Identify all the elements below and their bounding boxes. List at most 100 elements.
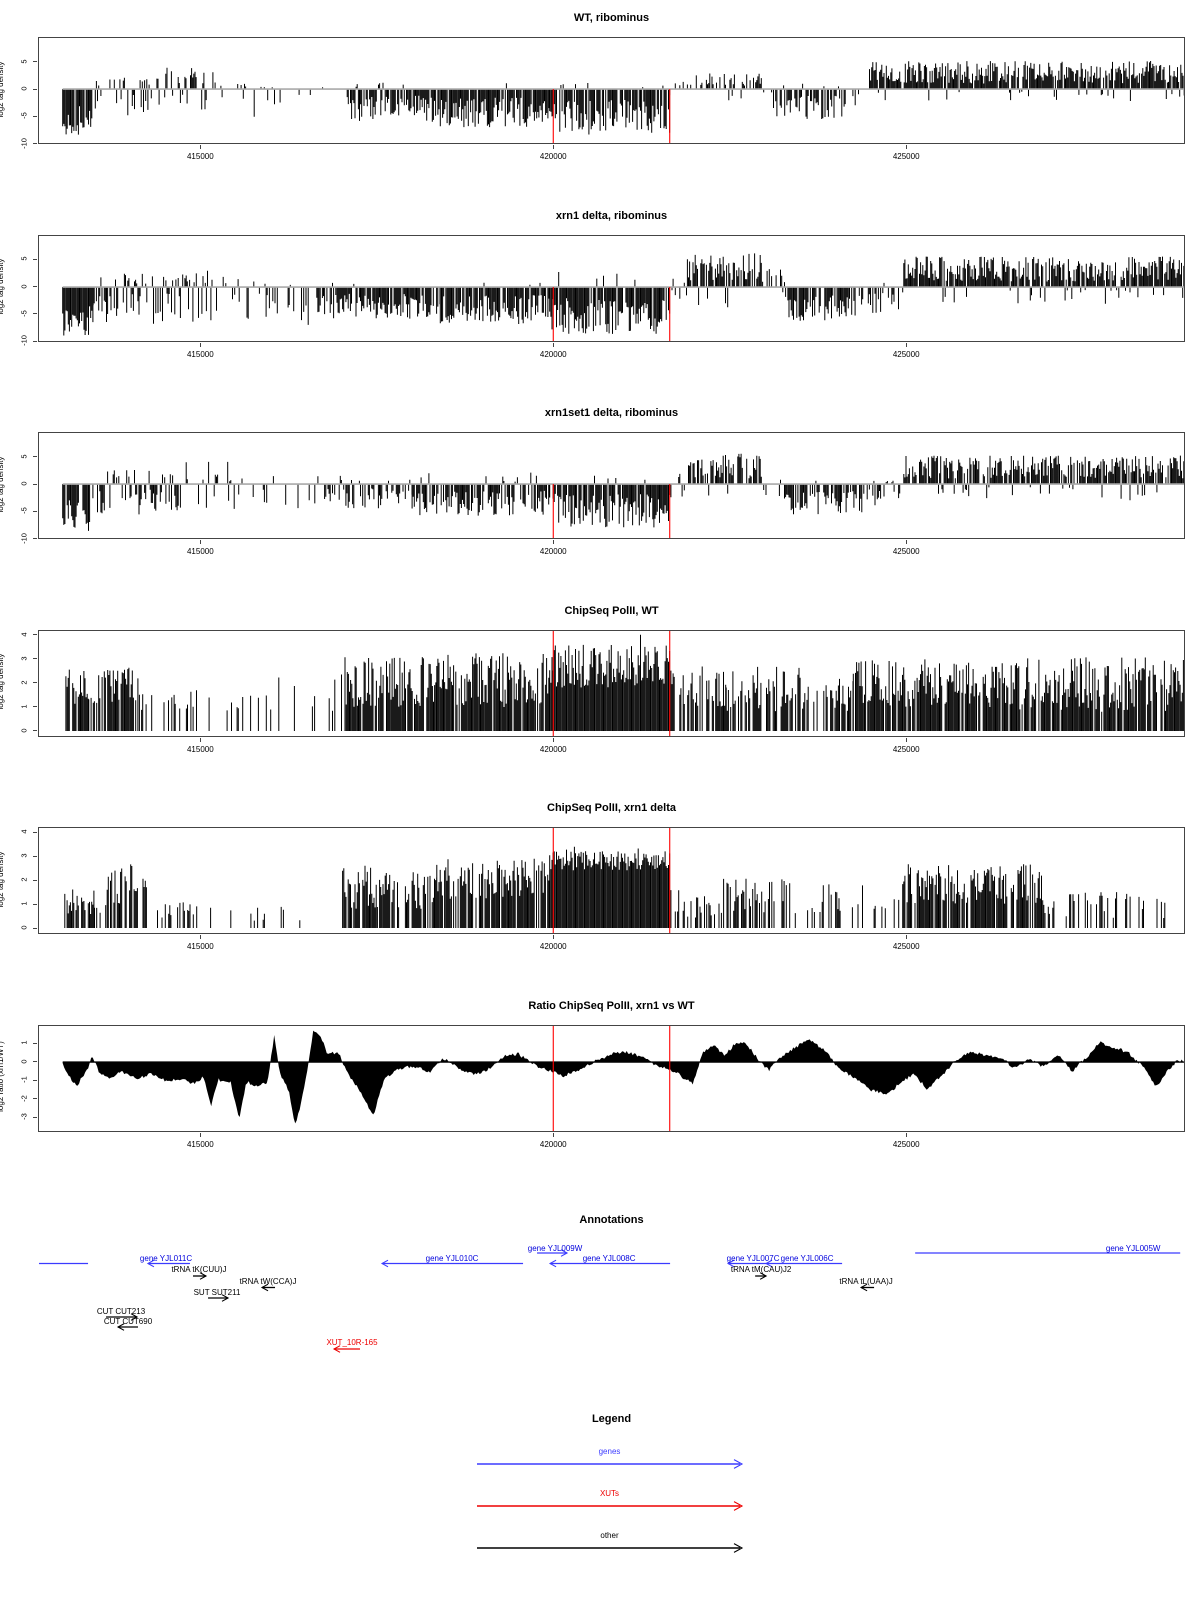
y-tick [33,340,37,342]
legend-arrow-other [477,1543,744,1553]
y-tick-label: 2 [19,679,29,685]
x-tick-label: 420000 [539,942,567,951]
annotation-arrow [859,1283,875,1292]
y-tick-label: 5 [19,454,29,459]
x-tick [200,145,202,149]
x-tick-label: 415000 [186,744,214,754]
x-tick [200,1132,202,1137]
x-tick [553,1132,555,1137]
annotation-label: gene YJL010C [425,1254,479,1263]
x-tick-label: 420000 [539,152,567,161]
x-tick [553,737,555,742]
y-tick-label: 0 [19,86,29,91]
x-tick [553,935,555,939]
panel-plot-6 [38,1024,1185,1132]
annotation-label: gene YJL008C [582,1254,636,1263]
y-tick [33,115,37,117]
y-axis-label: log2 tag density [0,850,5,908]
x-tick-label: 425000 [892,1139,920,1149]
x-tick [200,935,202,939]
annotation-label: gene YJL006C [780,1254,834,1263]
y-tick-label: 3 [19,655,29,661]
annotation-arrow [116,1323,139,1331]
annotation-arrow [332,1345,361,1353]
y-tick [33,1061,37,1063]
panel-title: xrn1 delta, ribominus [555,209,668,222]
x-tick-label: 415000 [186,1139,214,1149]
x-tick-label: 420000 [539,349,567,359]
y-tick [33,143,37,145]
legend-title: Legend [591,1413,632,1425]
y-tick [33,1042,37,1044]
x-tick [553,540,555,544]
y-tick [33,510,37,512]
y-tick [33,855,37,857]
annotation-label: XUT_10R-165 [326,1338,378,1347]
x-tick [906,145,908,149]
annotation-label: gene YJL007C [726,1254,780,1263]
annotation-label: tRNA tL(UAA)J [839,1277,893,1286]
y-tick-label: 4 [19,631,29,637]
y-tick [33,483,37,485]
y-tick [33,88,37,90]
y-tick-label: 0 [19,925,29,930]
panel-plot-5 [38,827,1185,934]
annotation-label: gene YJL005W [1105,1244,1161,1253]
x-tick [906,1132,908,1137]
legend-layer [477,1459,744,1553]
y-tick-label: 0 [19,727,29,733]
y-tick-label: -3 [19,1113,29,1120]
y-tick-label: 1 [19,703,29,709]
annotation-arrow [726,1259,767,1268]
panel-title: ChipSeq PolII, WT [564,604,659,617]
x-tick-label: 420000 [539,744,567,754]
x-tick [906,540,908,544]
y-tick-label: 2 [19,877,29,882]
y-tick [33,1079,37,1081]
y-tick-label: 4 [19,829,29,834]
y-axis-label: log2 tag density [0,258,5,315]
annotation-arrow [106,1313,139,1321]
annotations-title: Annotations [579,1214,644,1226]
x-tick-label: 425000 [892,349,920,359]
x-tick-label: 420000 [539,1139,567,1149]
annotation-label: gene YJL011C [139,1254,193,1263]
x-tick-label: 425000 [892,744,920,754]
panel-plot-2 [38,234,1185,342]
annotation-arrow [193,1272,208,1280]
x-tick [200,342,202,347]
panel-title: ChipSeq PolII, xrn1 delta [547,802,676,814]
annotations-layer [38,1249,1181,1353]
annotation-label: SUT SUT211 [193,1288,241,1297]
y-tick [33,658,37,660]
x-tick [906,935,908,939]
y-tick-label: -10 [19,532,29,544]
panel-plot-3 [38,432,1185,539]
y-tick-label: 1 [19,901,29,906]
x-tick [553,145,555,149]
annotation-label: tRNA tW(CCA)J [239,1277,297,1286]
annotation-arrow [208,1294,230,1302]
y-tick-label: -5 [19,112,29,120]
legend-item-label: XUTs [599,1489,620,1498]
y-tick-label: -10 [19,335,29,347]
legend-item-label: genes [598,1447,621,1456]
annotation-label: tRNA tM(CAU)J2 [730,1265,792,1274]
panel-title: WT, ribominus [573,12,650,24]
x-tick [906,737,908,742]
y-tick-label: 0 [19,481,29,486]
y-tick-label: -10 [19,137,29,149]
y-tick [33,313,37,315]
y-tick-label: 5 [19,59,29,64]
y-tick-label: 0 [19,283,29,289]
legend-arrow-XUTs [477,1501,744,1511]
y-tick [33,730,37,731]
annotation-arrow [548,1259,671,1268]
annotation-label: gene YJL009W [527,1244,583,1253]
y-tick [33,1098,37,1100]
y-axis-label: log2 tag density [0,653,5,710]
x-tick [553,342,555,347]
annotation-arrow [260,1283,276,1292]
x-tick [200,540,202,544]
y-tick [33,706,37,707]
